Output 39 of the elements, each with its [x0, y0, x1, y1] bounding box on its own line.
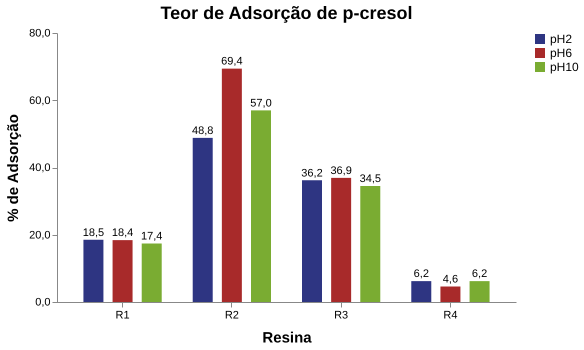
bar [470, 281, 490, 302]
legend-label: pH2 [550, 32, 572, 46]
data-label: 6,2 [472, 268, 488, 280]
y-tick-label: 0,0 [35, 296, 50, 308]
data-label: 34,5 [360, 172, 381, 185]
legend-label: pH6 [550, 46, 572, 60]
data-label: 57,0 [250, 97, 272, 110]
bar [331, 178, 352, 302]
bar [251, 110, 271, 302]
data-label: 17,4 [141, 230, 162, 242]
data-label: 18,5 [82, 226, 104, 239]
y-tick-label: 40,0 [29, 162, 50, 174]
bar [192, 138, 213, 302]
y-tick-label: 80,0 [29, 28, 50, 40]
x-axis-title: Resina [262, 330, 312, 346]
data-label: 48,8 [192, 124, 214, 137]
x-tick-label: R3 [334, 310, 348, 322]
chart-title: Teor de Adsorção de p-cresol [160, 3, 413, 23]
bar [360, 186, 380, 302]
data-label: 36,2 [301, 167, 323, 180]
data-label: 4,6 [442, 274, 458, 286]
data-label: 69,4 [221, 56, 243, 68]
bar [112, 240, 133, 302]
bar [222, 68, 242, 302]
data-label: 18,4 [112, 227, 134, 240]
data-label: 36,9 [330, 164, 352, 177]
bar [440, 286, 460, 302]
bar [411, 281, 432, 302]
y-tick-label: 60,0 [29, 94, 50, 107]
bar [83, 240, 104, 302]
bar [142, 243, 162, 302]
bar [302, 180, 322, 302]
data-label: 6,2 [414, 268, 429, 280]
y-axis-title: % de Adsorção [5, 114, 22, 222]
legend-label: pH10 [550, 60, 580, 74]
x-tick-label: R4 [443, 310, 458, 322]
x-tick-label: R2 [224, 310, 239, 322]
x-tick-label: R1 [116, 310, 130, 322]
y-tick-label: 20,0 [29, 229, 50, 242]
